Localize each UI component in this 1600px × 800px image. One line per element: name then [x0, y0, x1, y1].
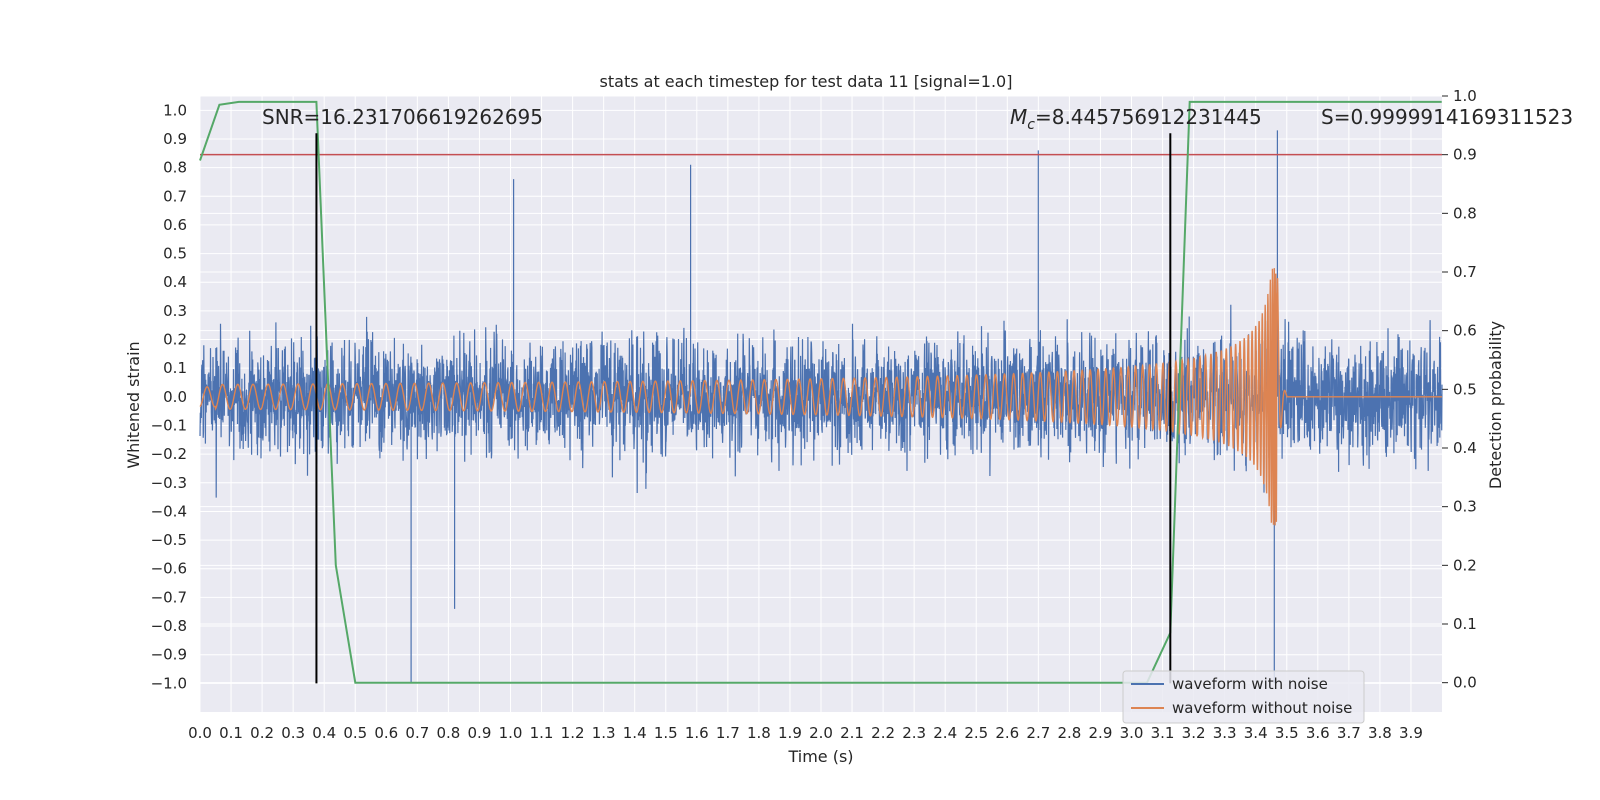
x-tick-label: 2.6 [995, 724, 1019, 742]
y-tick-label: −0.2 [151, 445, 187, 463]
x-tick-label: 0.9 [468, 724, 492, 742]
x-tick-label: 3.8 [1368, 724, 1392, 742]
x-tick-label: 0.3 [281, 724, 305, 742]
y-tick-label: 0.7 [163, 187, 187, 205]
x-tick-label: 2.2 [871, 724, 895, 742]
x-tick-label: 3.0 [1120, 724, 1144, 742]
x-tick-label: 0.4 [312, 724, 336, 742]
chirp-mass-subscript: c [1027, 117, 1035, 133]
y2-tick-label: 0.4 [1453, 439, 1477, 457]
x-axis-label: Time (s) [787, 747, 853, 766]
series-layer [199, 100, 1443, 684]
x-axis-ticks: 0.0 0.1 0.2 0.3 0.4 0.5 0.6 0.7 0.8 0.9 1.0 1.1 1.2 1… [188, 724, 1423, 742]
x-tick-label: 1.2 [561, 724, 585, 742]
score-annotation: S=0.9999914169311523 [1321, 105, 1573, 129]
x-tick-label: 2.3 [902, 724, 926, 742]
x-tick-label: 2.1 [840, 724, 864, 742]
x-tick-label: 1.3 [592, 724, 616, 742]
y2-axis-label: Detection probability [1486, 321, 1505, 489]
x-tick-label: 3.2 [1182, 724, 1206, 742]
y-tick-label: −0.7 [151, 588, 187, 606]
x-tick-label: 0.0 [188, 724, 212, 742]
y2-tick-label: 0.2 [1453, 556, 1477, 574]
y-tick-label: −0.6 [151, 560, 187, 578]
y2-tick-label: 0.5 [1453, 380, 1477, 398]
x-tick-label: 3.7 [1337, 724, 1361, 742]
snr-annotation: SNR=16.231706619262695 [262, 105, 543, 129]
x-tick-label: 2.9 [1089, 724, 1113, 742]
detection-probability-line [199, 100, 1442, 684]
y-tick-label: 0.0 [163, 388, 187, 406]
y-tick-label: −1.0 [151, 674, 187, 692]
x-tick-label: 1.7 [716, 724, 740, 742]
x-tick-label: 0.7 [405, 724, 429, 742]
y-tick-label: −0.3 [151, 474, 187, 492]
y-tick-label: 0.5 [163, 245, 187, 263]
x-tick-label: 3.1 [1151, 724, 1175, 742]
y-tick-label: 0.3 [163, 302, 187, 320]
legend-label-noise: waveform with noise [1172, 675, 1328, 693]
y2-tick-label: 0.3 [1453, 498, 1477, 516]
y2-axis-ticks: 1.0 0.9 0.8 0.7 0.6 0.5 0.4 0.3 0.2 0.1 0.0 [1442, 87, 1477, 692]
x-tick-label: 0.1 [219, 724, 243, 742]
x-tick-label: 1.1 [530, 724, 554, 742]
y-tick-label: −0.5 [151, 531, 187, 549]
x-tick-label: 2.7 [1026, 724, 1050, 742]
x-tick-label: 1.0 [499, 724, 523, 742]
y2-tick-label: 0.0 [1453, 674, 1477, 692]
x-tick-label: 3.9 [1399, 724, 1423, 742]
x-tick-label: 1.8 [747, 724, 771, 742]
waveform-without-noise-line [199, 268, 1442, 526]
x-tick-label: 1.9 [778, 724, 802, 742]
x-tick-label: 3.4 [1244, 724, 1268, 742]
x-tick-label: 2.4 [933, 724, 957, 742]
x-tick-label: 0.2 [250, 724, 274, 742]
chirp-mass-symbol: M [1010, 105, 1027, 129]
y2-tick-label: 1.0 [1453, 87, 1477, 105]
x-tick-label: 3.6 [1306, 724, 1330, 742]
x-tick-label: 0.8 [436, 724, 460, 742]
y-tick-label: −0.1 [151, 416, 187, 434]
legend-box [1122, 670, 1365, 724]
x-tick-label: 2.0 [809, 724, 833, 742]
x-tick-label: 0.6 [374, 724, 398, 742]
y2-tick-label: 0.8 [1453, 204, 1477, 222]
chart-title: stats at each timestep for test data 11 … [600, 72, 1013, 91]
y-axis-ticks: 1.0 0.9 0.8 0.7 0.6 0.5 0.4 0.3 0.2 0.1 0.0 −0.1 −0.… [151, 101, 187, 692]
y-axis-label: Whitened strain [124, 341, 143, 468]
x-tick-label: 2.5 [964, 724, 988, 742]
x-tick-label: 1.4 [623, 724, 647, 742]
y-tick-label: 0.9 [163, 130, 187, 148]
y-tick-label: 0.2 [163, 331, 187, 349]
x-tick-label: 3.3 [1213, 724, 1237, 742]
x-tick-label: 1.6 [685, 724, 709, 742]
y2-tick-label: 0.9 [1453, 146, 1477, 164]
y-tick-label: −0.9 [151, 646, 187, 664]
legend: waveform with noise waveform without noi… [1122, 670, 1365, 724]
chirp-mass-annotation: Mc=8.445756912231445 [1010, 105, 1262, 133]
y-tick-label: 0.1 [163, 359, 187, 377]
x-tick-label: 3.5 [1275, 724, 1299, 742]
chirp-mass-value: =8.445756912231445 [1035, 105, 1262, 129]
waveform-with-noise-line [199, 130, 1443, 684]
y-tick-label: 0.4 [163, 273, 187, 291]
legend-label-clean: waveform without noise [1172, 699, 1352, 717]
y-tick-label: 0.8 [163, 159, 187, 177]
x-tick-label: 2.8 [1057, 724, 1081, 742]
y2-tick-label: 0.7 [1453, 263, 1477, 281]
x-tick-label: 0.5 [343, 724, 367, 742]
y2-tick-label: 0.1 [1453, 615, 1477, 633]
y-tick-label: −0.8 [151, 617, 187, 635]
y2-tick-label: 0.6 [1453, 322, 1477, 340]
y-tick-label: −0.4 [151, 502, 187, 520]
y-tick-label: 1.0 [163, 101, 187, 119]
x-tick-label: 1.5 [654, 724, 678, 742]
y-tick-label: 0.6 [163, 216, 187, 234]
